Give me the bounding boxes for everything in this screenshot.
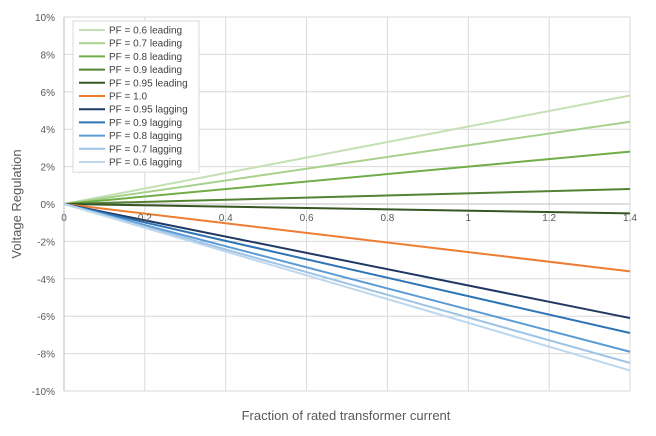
series-line [63,203,631,320]
series-line [63,120,631,205]
legend-label: PF = 0.7 leading [109,39,182,50]
series-line [63,203,631,372]
y-tick-label: -8% [37,350,55,361]
series-line [63,203,631,273]
x-tick-label: 0 [61,213,67,224]
legend-label: PF = 0.7 lagging [109,144,182,155]
series-line [63,203,631,215]
x-tick-label: 0.8 [380,213,394,224]
legend-label: PF = 0.95 leading [109,78,188,89]
x-tick-label: 0.4 [219,213,233,224]
legend-label: PF = 0.6 lagging [109,158,182,169]
legend-label: PF = 0.9 lagging [109,118,182,129]
y-tick-label: -6% [37,312,55,323]
y-tick-label: -4% [37,275,55,286]
x-tick-label: 0.2 [138,213,152,224]
y-tick-label: 0% [41,200,56,211]
y-tick-label: 4% [41,125,56,136]
x-axis-ticks: 0 0.2 0.4 0.6 0.8 1 1.2 1.4 [61,213,637,224]
series-line [63,203,631,353]
x-tick-label: 0.6 [300,213,314,224]
y-axis-title: Voltage Regulation [9,149,24,258]
y-tick-label: 10% [35,13,55,24]
y-tick-label: 6% [41,88,56,99]
y-tick-label: 8% [41,50,56,61]
series-line [63,150,631,205]
y-tick-label: 2% [41,163,56,174]
y-tick-label: -10% [32,387,55,398]
x-tick-label: 1 [466,213,472,224]
legend-label: PF = 0.8 lagging [109,131,182,142]
legend: PF = 0.6 leading PF = 0.7 leading PF = 0.8… [72,20,200,173]
legend-label: PF = 0.8 leading [109,52,182,63]
legend-label: PF = 0.6 leading [109,26,182,37]
x-tick-label: 1.2 [542,213,556,224]
y-tick-label: -2% [37,237,55,248]
legend-label: PF = 0.95 lagging [109,105,188,116]
x-axis-title: Fraction of rated transformer current [242,408,451,423]
legend-label: PF = 1.0 [109,92,148,103]
legend-label: PF = 0.9 leading [109,65,182,76]
series-line [63,203,631,364]
series-line [63,188,631,205]
y-axis-ticks: -10% -8% -6% -4% -2% 0% 2% 4% 6% 8% 10% [32,13,55,398]
x-tick-label: 1.4 [623,213,637,224]
series-line [63,203,631,335]
series-lines [63,94,631,372]
series-line [63,94,631,205]
